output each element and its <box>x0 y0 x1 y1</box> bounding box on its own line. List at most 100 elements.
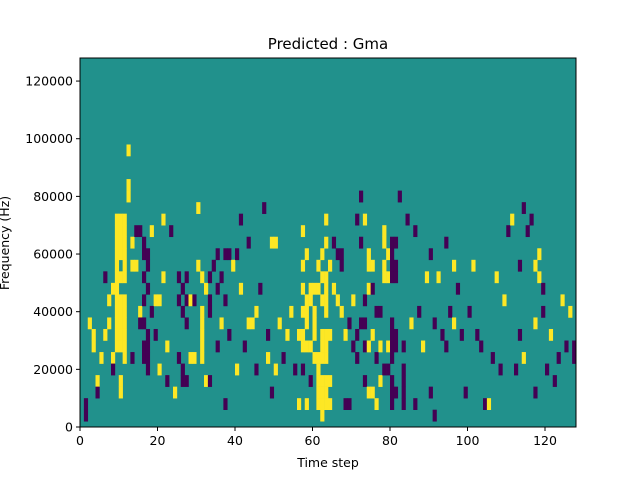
heatmap-cell <box>517 259 523 272</box>
heatmap-cell <box>223 398 228 410</box>
heatmap-cell <box>207 305 213 318</box>
heatmap-cell <box>533 259 538 272</box>
y-tick-label: 40000 <box>33 304 73 319</box>
y-tick-label: 0 <box>65 420 73 435</box>
heatmap-cell <box>223 294 228 307</box>
heatmap-cell <box>390 317 395 330</box>
heatmap-cell <box>324 282 329 295</box>
heatmap-cell <box>556 352 561 364</box>
heatmap-cell <box>362 213 368 226</box>
heatmap-cell <box>572 352 577 364</box>
heatmap-cell <box>215 340 220 353</box>
heatmap-cell <box>308 294 313 307</box>
heatmap-cell <box>529 213 534 226</box>
heatmap-cell <box>304 248 309 261</box>
heatmap-cell <box>300 225 306 238</box>
heatmap-cell <box>111 363 116 376</box>
heatmap-cell <box>297 398 302 410</box>
heatmap-cell <box>145 282 151 295</box>
heatmap-cell <box>114 248 120 261</box>
heatmap-cell <box>269 386 275 399</box>
heatmap-cell <box>390 248 395 261</box>
heatmap-cell <box>370 259 375 272</box>
heatmap-cell <box>118 340 123 353</box>
heatmap-cell <box>378 305 383 318</box>
heatmap-cell <box>316 375 321 387</box>
heatmap-cell <box>362 294 368 307</box>
heatmap-cell <box>134 259 139 272</box>
heatmap-cell <box>126 190 131 203</box>
heatmap-cell <box>390 386 395 399</box>
heatmap-cell <box>393 340 399 353</box>
heatmap-cell <box>390 352 395 364</box>
heatmap-cell <box>176 294 182 307</box>
y-tick-label: 120000 <box>25 74 73 89</box>
heatmap-cell <box>316 282 321 295</box>
heatmap-cell <box>432 409 437 422</box>
heatmap-cell <box>401 363 406 376</box>
heatmap-cell <box>169 225 174 238</box>
heatmap-cell <box>374 352 379 364</box>
heatmap-cell <box>517 328 523 341</box>
heatmap-cell <box>328 398 333 410</box>
heatmap-cell <box>293 363 298 376</box>
heatmap-cell <box>114 317 120 330</box>
heatmap-cell <box>114 271 120 284</box>
heatmap-cell <box>390 271 395 284</box>
heatmap-cell <box>118 225 123 238</box>
heatmap-cell <box>355 213 360 226</box>
heatmap-cell <box>114 282 120 295</box>
heatmap-cell <box>390 259 395 272</box>
heatmap-cell <box>200 352 205 364</box>
heatmap-cell <box>316 386 321 399</box>
heatmap-cell <box>378 340 383 353</box>
heatmap-cell <box>145 259 151 272</box>
heatmap-cell <box>572 340 577 353</box>
heatmap-cell <box>250 317 255 330</box>
heatmap-cell <box>219 317 224 330</box>
heatmap-cell <box>118 317 123 330</box>
heatmap-cell <box>537 248 542 261</box>
heatmap-cell <box>122 248 127 261</box>
heatmap-cell <box>289 305 294 318</box>
heatmap-cell <box>471 259 476 272</box>
heatmap-cell <box>324 398 329 410</box>
heatmap-cell <box>180 305 185 318</box>
heatmap-cell <box>390 328 395 341</box>
heatmap-cell <box>192 352 197 364</box>
heatmap-cell <box>184 271 189 284</box>
heatmap-cell <box>254 363 259 376</box>
heatmap-cell <box>91 328 96 341</box>
heatmap-cell <box>300 282 306 295</box>
heatmap-cell <box>200 271 205 284</box>
plot-area <box>79 57 577 428</box>
heatmap-cells <box>83 144 577 422</box>
heatmap-cell <box>397 190 402 203</box>
heatmap-cell <box>304 317 309 330</box>
heatmap-cell <box>118 305 123 318</box>
heatmap-cell <box>235 363 240 376</box>
heatmap-cell <box>502 294 507 307</box>
heatmap-cell <box>359 190 364 203</box>
heatmap-cell <box>134 225 139 238</box>
heatmap-cell <box>300 305 306 318</box>
heatmap-cell <box>324 305 329 318</box>
heatmap-cell <box>180 375 185 387</box>
heatmap-cell <box>99 352 104 364</box>
heatmap-cell <box>118 271 123 284</box>
heatmap-cell <box>118 236 123 249</box>
heatmap-cell <box>312 352 317 364</box>
heatmap-cell <box>122 294 127 307</box>
heatmap-cell <box>122 340 127 353</box>
heatmap-cell <box>386 271 391 284</box>
heatmap-cell <box>130 352 135 364</box>
x-tick-label: 60 <box>305 433 321 448</box>
heatmap-cell <box>308 375 313 387</box>
heatmap-cell <box>335 248 340 261</box>
heatmap-cell <box>409 317 414 330</box>
heatmap-cell <box>235 248 240 261</box>
heatmap-cell <box>479 340 484 353</box>
heatmap-cell <box>475 328 480 341</box>
heatmap-cell <box>304 305 309 318</box>
heatmap-cell <box>103 328 108 341</box>
